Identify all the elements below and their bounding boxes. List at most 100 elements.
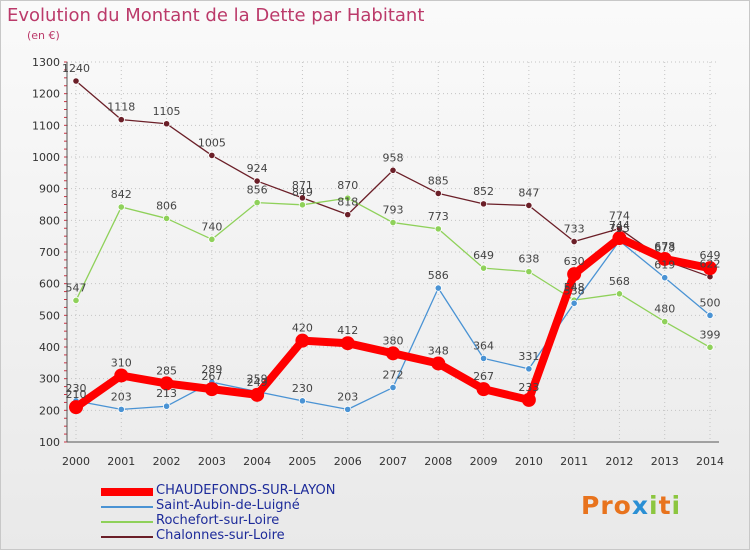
data-label: 272	[383, 369, 404, 382]
data-label: 649	[473, 249, 494, 262]
data-point	[159, 376, 174, 391]
data-label: 740	[201, 220, 222, 233]
y-tick-label: 1100	[32, 119, 60, 132]
x-tick-label: 2007	[379, 455, 407, 468]
data-label: 1005	[198, 136, 226, 149]
data-label: 500	[700, 296, 721, 309]
data-point	[208, 235, 216, 243]
x-tick-label: 2004	[243, 455, 271, 468]
data-point	[162, 120, 171, 128]
data-label: 230	[292, 382, 313, 395]
data-point	[479, 200, 488, 208]
data-label: 1105	[153, 105, 181, 118]
data-label: 331	[518, 350, 539, 363]
data-label: 547	[66, 281, 87, 294]
legend-swatch	[101, 536, 153, 538]
data-point	[162, 402, 171, 410]
data-label: 289	[201, 363, 222, 376]
data-label: 735	[609, 222, 630, 235]
data-point	[525, 201, 533, 210]
data-label: 364	[473, 339, 494, 352]
y-tick-label: 400	[39, 341, 60, 354]
data-label: 412	[337, 324, 358, 337]
data-point	[657, 251, 672, 266]
x-tick-label: 2003	[198, 455, 226, 468]
chart-subtitle: (en €)	[27, 29, 60, 42]
legend-label: CHAUDEFONDS-SUR-LAYON	[156, 483, 336, 498]
data-point	[344, 211, 352, 219]
data-label: 233	[518, 381, 539, 394]
data-label: 924	[247, 162, 268, 175]
proxiti-logo: Proxiti	[581, 491, 682, 520]
x-tick-label: 2010	[515, 455, 543, 468]
data-label: 203	[111, 390, 132, 403]
x-tick-label: 2002	[153, 455, 181, 468]
data-point	[570, 299, 578, 307]
data-point	[114, 368, 129, 383]
data-point	[250, 387, 265, 402]
data-label: 649	[700, 249, 721, 262]
data-label: 856	[247, 184, 268, 197]
data-label: 806	[156, 199, 177, 212]
data-point	[386, 346, 400, 361]
x-tick-label: 2000	[62, 455, 90, 468]
data-point	[117, 203, 125, 211]
data-label: 622	[700, 258, 721, 271]
data-point	[117, 116, 125, 124]
data-point	[253, 177, 261, 185]
data-point	[479, 264, 488, 272]
data-point	[479, 354, 488, 362]
data-point	[661, 318, 669, 326]
chart-title: Evolution du Montant de la Dette par Hab…	[7, 5, 425, 26]
data-label: 548	[564, 281, 585, 294]
data-label: 744	[609, 219, 630, 232]
legend-swatch	[101, 488, 153, 496]
data-label: 793	[383, 204, 404, 217]
data-label: 267	[473, 370, 494, 383]
y-tick-label: 1000	[32, 151, 60, 164]
data-point	[615, 290, 624, 298]
data-label: 310	[111, 357, 132, 370]
legend-label: Rochefort-sur-Loire	[156, 513, 280, 528]
data-label: 348	[428, 344, 449, 357]
x-tick-label: 2005	[288, 455, 316, 468]
data-label: 673	[654, 242, 675, 255]
data-point	[298, 397, 307, 405]
y-tick-label: 900	[39, 183, 60, 196]
x-tick-label: 2001	[107, 455, 135, 468]
data-label: 259	[247, 373, 268, 386]
data-label: 885	[428, 174, 449, 187]
data-point	[72, 77, 80, 85]
data-point	[703, 261, 717, 276]
x-tick-label: 2011	[560, 455, 588, 468]
x-tick-label: 2012	[605, 455, 633, 468]
data-label: 213	[156, 387, 177, 400]
legend-label: Chalonnes-sur-Loire	[156, 528, 285, 543]
data-point	[431, 356, 446, 371]
data-point	[706, 343, 714, 351]
data-label: 818	[337, 196, 358, 209]
data-label: 586	[428, 269, 449, 282]
data-label: 773	[428, 210, 449, 223]
data-label: 267	[201, 370, 222, 383]
data-label: 420	[292, 322, 313, 335]
data-label: 230	[66, 382, 87, 395]
y-tick-label: 500	[39, 309, 60, 322]
data-point	[434, 225, 442, 233]
data-point	[521, 392, 536, 407]
data-label: 380	[383, 334, 404, 347]
data-point	[706, 311, 714, 319]
data-label: 847	[518, 186, 539, 199]
data-point	[525, 268, 533, 276]
x-tick-label: 2008	[424, 455, 452, 468]
data-point	[389, 383, 397, 392]
data-label: 638	[518, 253, 539, 266]
data-point	[434, 284, 442, 292]
legend-label: Saint-Aubin-de-Luigné	[156, 498, 300, 513]
data-label: 630	[564, 255, 585, 268]
data-label: 538	[564, 284, 585, 297]
y-tick-label: 1200	[32, 88, 60, 101]
data-point	[340, 336, 355, 351]
